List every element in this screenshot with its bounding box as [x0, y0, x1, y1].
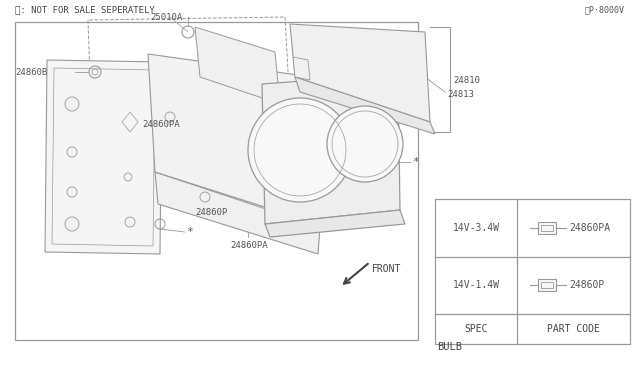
Text: 24860P: 24860P	[195, 208, 227, 217]
Bar	[435, 199, 630, 344]
Text: ②P·8000V: ②P·8000V	[585, 6, 625, 15]
Text: 24860B: 24860B	[15, 67, 47, 77]
Text: 24860PA: 24860PA	[569, 223, 610, 233]
Text: 24860PA: 24860PA	[142, 119, 180, 128]
Text: 25010A: 25010A	[150, 13, 182, 22]
Polygon shape	[45, 60, 162, 254]
Text: *: *	[186, 227, 193, 237]
Text: ※: NOT FOR SALE SEPERATELY: ※: NOT FOR SALE SEPERATELY	[15, 6, 155, 15]
Polygon shape	[265, 210, 405, 237]
Polygon shape	[195, 27, 280, 104]
Text: 24810: 24810	[453, 76, 480, 84]
Text: PART CODE: PART CODE	[547, 324, 600, 334]
Polygon shape	[148, 54, 318, 224]
Bar	[15, 22, 418, 340]
Circle shape	[248, 98, 352, 202]
Polygon shape	[155, 172, 320, 254]
Text: SPEC: SPEC	[464, 324, 488, 334]
Text: 14V-1.4W: 14V-1.4W	[452, 280, 499, 290]
Circle shape	[327, 106, 403, 182]
Text: *: *	[412, 157, 419, 167]
Text: BULB: BULB	[437, 342, 462, 352]
Text: 24813: 24813	[447, 90, 474, 99]
Text: FRONT: FRONT	[372, 264, 401, 274]
Polygon shape	[290, 24, 430, 122]
FancyBboxPatch shape	[538, 279, 556, 291]
Text: 14V-3.4W: 14V-3.4W	[452, 223, 499, 233]
Polygon shape	[262, 74, 400, 224]
FancyBboxPatch shape	[538, 222, 556, 234]
Text: 24860P: 24860P	[569, 280, 604, 290]
Polygon shape	[293, 57, 310, 80]
Text: 24860PA: 24860PA	[230, 241, 268, 250]
Polygon shape	[295, 77, 435, 134]
